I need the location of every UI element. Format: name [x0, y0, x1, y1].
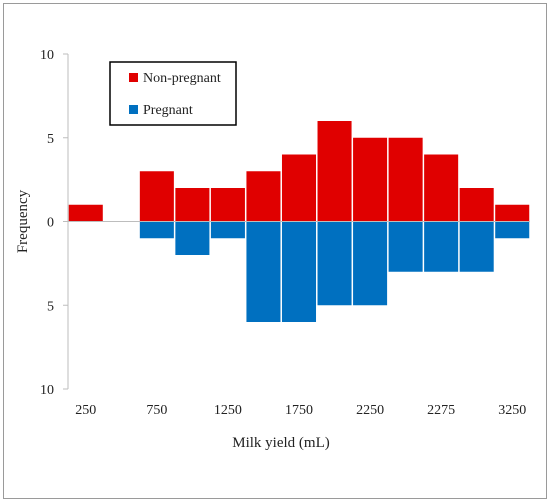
x-tick-label: 1250	[214, 403, 242, 418]
legend: Non-pregnant Pregnant	[109, 61, 237, 126]
bar-pregnant-7	[281, 221, 317, 322]
x-tick-label: 750	[146, 403, 167, 418]
bar-non-pregnant-1	[68, 204, 103, 222]
bar-pregnant-9	[353, 221, 388, 306]
bar-pregnant-5	[210, 221, 245, 239]
bar-pregnant-11	[424, 221, 459, 272]
y-ticks-group: 10 5 0 5 10	[40, 48, 68, 398]
x-tick-label: 2250	[356, 403, 384, 418]
y-tick-label: 10	[40, 383, 54, 398]
x-axis-title: Milk yield (mL)	[232, 435, 330, 451]
legend-swatch-pregnant	[129, 105, 138, 114]
y-tick-label: 5	[47, 132, 54, 147]
x-tick-label: 2275	[427, 403, 455, 418]
x-ticks-group: 250 750 1250 1750 2250 2275 3250	[75, 403, 526, 418]
bar-non-pregnant-9	[353, 137, 388, 222]
y-tick-label: 5	[47, 299, 54, 314]
bar-non-pregnant-6	[246, 171, 281, 222]
bar-pregnant-13	[495, 221, 530, 239]
legend-box	[109, 61, 237, 126]
x-tick-label: 250	[75, 403, 96, 418]
bar-non-pregnant-3	[139, 171, 174, 222]
y-axis-title: Frequency	[15, 189, 31, 253]
bar-pregnant-6	[246, 221, 281, 322]
bar-pregnant-12	[459, 221, 494, 272]
bar-non-pregnant-7	[281, 154, 317, 222]
y-tick-label: 0	[47, 216, 54, 231]
legend-swatch-non-pregnant	[129, 73, 138, 82]
bar-non-pregnant-10	[388, 137, 423, 222]
x-tick-label: 1750	[285, 403, 313, 418]
bar-non-pregnant-12	[459, 188, 494, 222]
legend-label-non-pregnant: Non-pregnant	[143, 71, 221, 86]
bars-group	[68, 121, 530, 322]
bar-non-pregnant-4	[175, 188, 210, 222]
bar-pregnant-10	[388, 221, 423, 272]
bar-pregnant-8	[317, 221, 352, 306]
x-tick-label: 3250	[498, 403, 526, 418]
y-tick-label: 10	[40, 48, 54, 63]
bar-non-pregnant-13	[495, 204, 530, 222]
bar-non-pregnant-11	[424, 154, 459, 222]
bar-pregnant-4	[175, 221, 210, 255]
legend-label-pregnant: Pregnant	[143, 103, 193, 118]
bar-non-pregnant-8	[317, 121, 352, 222]
bar-non-pregnant-5	[210, 188, 245, 222]
bar-pregnant-3	[139, 221, 174, 239]
